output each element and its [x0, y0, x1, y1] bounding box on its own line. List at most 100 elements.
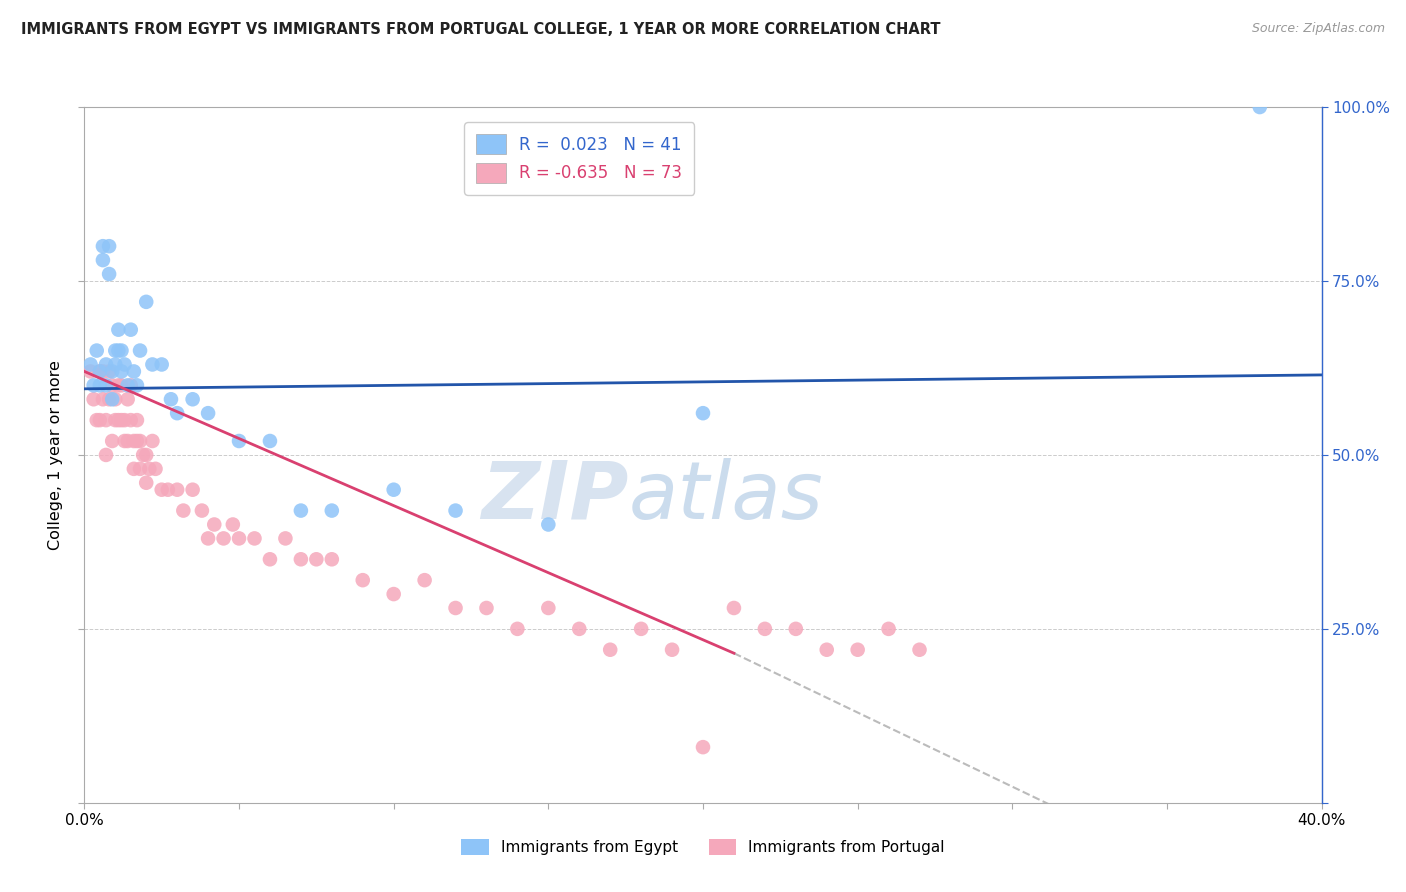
Point	[120, 378, 142, 392]
Point	[1249, 100, 1271, 114]
Point	[135, 475, 157, 490]
Point	[117, 392, 139, 407]
Point	[101, 434, 124, 448]
Point	[104, 392, 127, 407]
Point	[692, 406, 714, 420]
Point	[754, 622, 776, 636]
Point	[104, 413, 127, 427]
Point	[228, 532, 250, 546]
Point	[91, 392, 114, 407]
Point	[145, 462, 167, 476]
Point	[89, 413, 111, 427]
Point	[107, 413, 129, 427]
Point	[125, 413, 148, 427]
Point	[259, 434, 281, 448]
Point	[444, 503, 467, 517]
Point	[305, 552, 328, 566]
Point	[94, 358, 117, 372]
Point	[692, 740, 714, 755]
Point	[135, 448, 157, 462]
Point	[166, 483, 188, 497]
Point	[141, 358, 163, 372]
Point	[321, 503, 343, 517]
Point	[79, 358, 101, 372]
Point	[150, 358, 173, 372]
Point	[191, 503, 214, 517]
Point	[98, 364, 121, 378]
Point	[877, 622, 900, 636]
Point	[110, 413, 132, 427]
Point	[101, 378, 124, 392]
Point	[120, 323, 142, 337]
Point	[259, 552, 281, 566]
Point	[197, 406, 219, 420]
Y-axis label: College, 1 year or more: College, 1 year or more	[48, 360, 63, 549]
Point	[274, 532, 297, 546]
Point	[89, 364, 111, 378]
Point	[125, 378, 148, 392]
Point	[129, 462, 152, 476]
Text: Source: ZipAtlas.com: Source: ZipAtlas.com	[1251, 22, 1385, 36]
Point	[846, 642, 869, 657]
Point	[321, 552, 343, 566]
Point	[197, 532, 219, 546]
Point	[91, 253, 114, 268]
Legend: Immigrants from Egypt, Immigrants from Portugal: Immigrants from Egypt, Immigrants from P…	[456, 833, 950, 862]
Point	[202, 517, 225, 532]
Point	[94, 448, 117, 462]
Point	[141, 434, 163, 448]
Point	[181, 483, 204, 497]
Point	[120, 413, 142, 427]
Text: IMMIGRANTS FROM EGYPT VS IMMIGRANTS FROM PORTUGAL COLLEGE, 1 YEAR OR MORE CORREL: IMMIGRANTS FROM EGYPT VS IMMIGRANTS FROM…	[21, 22, 941, 37]
Point	[138, 462, 160, 476]
Point	[117, 434, 139, 448]
Point	[172, 503, 194, 517]
Point	[122, 462, 145, 476]
Text: atlas: atlas	[628, 458, 824, 536]
Point	[228, 434, 250, 448]
Point	[382, 587, 405, 601]
Point	[83, 378, 105, 392]
Point	[156, 483, 179, 497]
Point	[94, 378, 117, 392]
Point	[122, 434, 145, 448]
Point	[413, 573, 436, 587]
Point	[661, 642, 683, 657]
Point	[568, 622, 591, 636]
Point	[537, 601, 560, 615]
Point	[537, 517, 560, 532]
Point	[101, 392, 124, 407]
Point	[98, 267, 121, 281]
Point	[129, 434, 152, 448]
Point	[150, 483, 173, 497]
Point	[114, 413, 136, 427]
Point	[212, 532, 235, 546]
Point	[723, 601, 745, 615]
Point	[815, 642, 838, 657]
Point	[630, 622, 652, 636]
Point	[352, 573, 374, 587]
Point	[908, 642, 931, 657]
Point	[101, 364, 124, 378]
Point	[110, 343, 132, 358]
Point	[94, 413, 117, 427]
Point	[117, 378, 139, 392]
Point	[599, 642, 621, 657]
Point	[444, 601, 467, 615]
Point	[160, 392, 183, 407]
Point	[104, 358, 127, 372]
Point	[166, 406, 188, 420]
Point	[290, 503, 312, 517]
Point	[98, 239, 121, 253]
Point	[79, 364, 101, 378]
Point	[89, 378, 111, 392]
Point	[110, 378, 132, 392]
Point	[110, 364, 132, 378]
Point	[91, 239, 114, 253]
Point	[98, 392, 121, 407]
Point	[135, 294, 157, 309]
Point	[114, 358, 136, 372]
Point	[129, 343, 152, 358]
Point	[290, 552, 312, 566]
Point	[243, 532, 266, 546]
